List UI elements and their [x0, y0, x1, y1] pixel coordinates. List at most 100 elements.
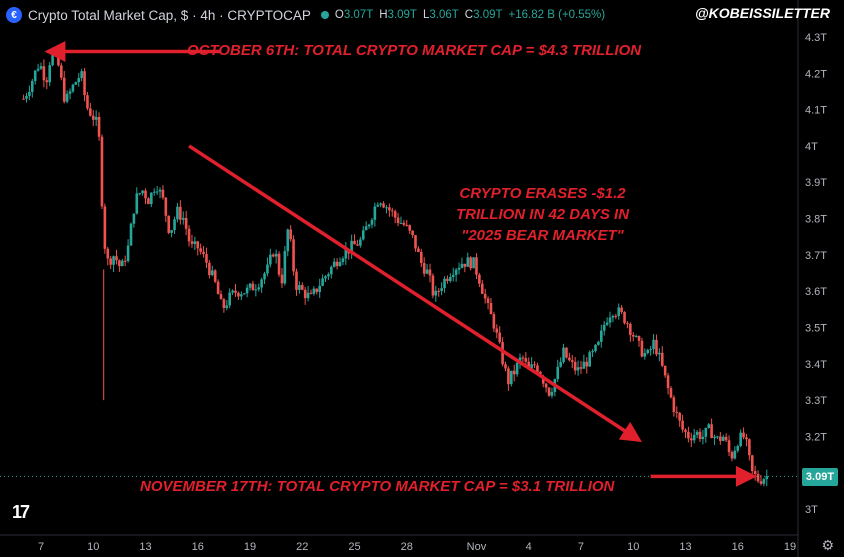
candle-body [687, 431, 690, 439]
candle-body [704, 427, 708, 437]
candle-body [179, 206, 182, 220]
candle-body [675, 411, 679, 413]
candle-body [74, 82, 78, 85]
candle-body [335, 261, 339, 267]
candle-body [599, 330, 603, 342]
candle-body [312, 288, 316, 294]
candle-body [109, 258, 112, 265]
candle-body [97, 116, 101, 137]
candle-body [245, 287, 249, 294]
candle-body [756, 474, 760, 482]
candle-body [161, 189, 165, 198]
candle-body [231, 290, 234, 293]
candle-body [736, 446, 740, 451]
candle-body [327, 274, 330, 277]
candle-body [283, 251, 287, 284]
candle-body [228, 292, 232, 306]
candle-body [541, 376, 545, 384]
candle-body [739, 432, 742, 447]
candle-body [150, 192, 153, 205]
candle-body [176, 206, 179, 220]
candle-body [193, 241, 197, 244]
candle-body [521, 357, 525, 359]
candle-body [431, 275, 435, 296]
candle-body [266, 264, 269, 274]
candle-body [721, 436, 725, 441]
candle-body [460, 263, 464, 268]
candle-body [698, 431, 702, 440]
gear-icon[interactable]: ⚙ [821, 537, 834, 553]
candle-body [602, 324, 606, 331]
candle-body [80, 71, 83, 79]
candle-body [417, 248, 420, 252]
chart-header: € Crypto Total Market Cap, $ · 4h · CRYP… [6, 5, 605, 25]
y-tick-label: 3.9T [805, 177, 827, 189]
candle-body [559, 361, 562, 367]
candle-body [350, 240, 353, 254]
candle-body [579, 367, 583, 369]
candle-body [437, 290, 441, 292]
candle-body [65, 93, 69, 102]
candle-body [425, 269, 429, 274]
candle-body [550, 391, 554, 396]
candle-body [318, 285, 321, 292]
y-tick-label: 3.6T [805, 286, 827, 298]
ohlc-open: O3.07T [334, 9, 374, 21]
x-tick-label: 7 [578, 541, 584, 553]
candle-body [512, 370, 516, 375]
candle-body [547, 387, 551, 396]
candle-body [742, 432, 745, 438]
candle-body [472, 257, 475, 269]
candle-body [141, 190, 144, 194]
candle-body [138, 193, 142, 195]
candle-body [120, 260, 124, 267]
candle-body [507, 368, 510, 385]
candle-body [640, 340, 644, 357]
candle-body [202, 251, 205, 255]
current-price-tag: 3.09T [802, 468, 838, 486]
candle-body [344, 249, 348, 259]
x-tick-label: 16 [192, 541, 204, 553]
candle-body [45, 80, 49, 83]
candle-body [298, 285, 301, 290]
candle-body [663, 365, 667, 376]
market-status-icon [320, 11, 329, 19]
x-tick-label: 22 [296, 541, 308, 553]
candle-body [692, 434, 696, 441]
candle-body [144, 190, 147, 199]
tradingview-logo[interactable]: 17 [12, 502, 30, 522]
candle-body [588, 352, 591, 367]
candle-body [367, 224, 371, 227]
candle-body [530, 364, 533, 369]
candle-body [605, 322, 609, 325]
candle-body [89, 108, 92, 116]
candle-body [385, 207, 388, 209]
candle-body [39, 66, 43, 69]
candle-body [315, 288, 319, 292]
y-tick-label: 4.3T [805, 32, 827, 44]
candle-body [373, 206, 377, 220]
candle-body [689, 438, 693, 441]
candle-body [408, 225, 411, 231]
candle-body [585, 361, 589, 367]
candle-body [164, 197, 168, 216]
candle-body [77, 78, 81, 83]
x-tick-label: 28 [401, 541, 413, 553]
candle-body [94, 116, 98, 120]
ohlc-change: +16.82 B (+0.55%) [508, 9, 606, 21]
ohlc-high: H3.09T [379, 9, 417, 21]
y-tick-label: 4T [805, 141, 818, 153]
candle-body [33, 70, 37, 81]
candle-body [309, 292, 313, 294]
candle-body [457, 267, 461, 270]
candle-body [623, 312, 626, 324]
annotation-middle: CRYPTO ERASES -$1.2 TRILLION IN 42 DAYS … [455, 185, 630, 244]
candle-body [208, 262, 211, 276]
candle-body [480, 283, 484, 294]
candle-body [759, 481, 763, 484]
candle-body [727, 440, 731, 453]
candle-body [51, 51, 54, 66]
candle-body [483, 293, 487, 299]
candle-body [57, 53, 60, 66]
